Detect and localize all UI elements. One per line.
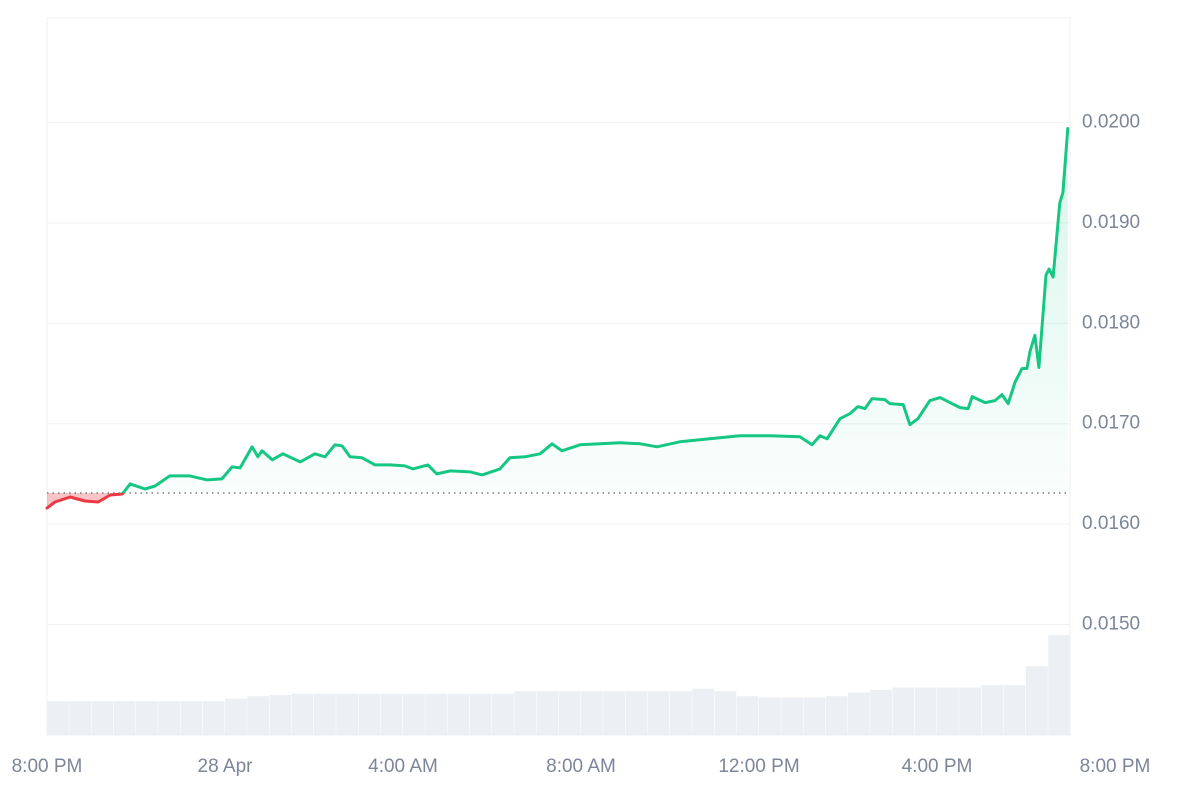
y-tick-label: 0.0180 [1082, 312, 1140, 333]
x-tick-label: 8:00 PM [1080, 756, 1151, 777]
plot-frame [46, 17, 1071, 736]
volume-bar [47, 701, 69, 735]
x-tick-label: 8:00 AM [546, 756, 616, 777]
volume-bar [692, 688, 714, 735]
x-tick-label: 4:00 PM [902, 756, 973, 777]
volume-bar [736, 696, 759, 735]
volume-bar [781, 697, 803, 735]
y-tick-label: 0.0160 [1082, 513, 1140, 534]
volume-bar [291, 693, 314, 735]
volume-bar [603, 691, 625, 735]
volume-bar [581, 691, 603, 735]
volume-bar [202, 701, 225, 735]
volume-bar [536, 691, 559, 735]
volume-bar [403, 693, 425, 735]
volume-bar [714, 691, 737, 735]
volume-bar [892, 687, 915, 735]
volume-bar [558, 691, 581, 735]
y-tick-label: 0.0200 [1082, 111, 1140, 132]
volume-bar [180, 701, 203, 735]
volume-bar [914, 687, 937, 735]
volume-bar [225, 698, 247, 735]
volume-bar [469, 693, 492, 735]
volume-bar [825, 696, 848, 735]
volume-bar [314, 693, 336, 735]
volume-bar [425, 693, 447, 735]
volume-bar [870, 690, 892, 735]
volume-bar [1048, 635, 1070, 735]
volume-bar [113, 701, 136, 735]
volume-bar [937, 687, 959, 735]
volume-bar [91, 701, 114, 735]
x-tick-label: 4:00 AM [368, 756, 438, 777]
volume-bar [69, 701, 91, 735]
y-tick-label: 0.0170 [1082, 413, 1140, 434]
volume-bar [514, 691, 536, 735]
volume-bar [158, 701, 180, 735]
volume-bar [759, 697, 781, 735]
volume-bar [981, 685, 1004, 735]
volume-bar [247, 696, 269, 735]
volume-bar [848, 692, 870, 735]
y-tick-label: 0.0190 [1082, 212, 1140, 233]
volume-bar [136, 701, 158, 735]
volume-bar [647, 691, 670, 735]
price-line [45, 127, 1070, 510]
area-fill [47, 128, 1068, 509]
volume-bar [959, 687, 981, 735]
volume-bar [1026, 666, 1048, 735]
volume-bar [670, 691, 692, 735]
volume-bar [336, 693, 358, 735]
x-tick-label: 8:00 PM [12, 756, 83, 777]
volume-bar [492, 693, 514, 735]
volume-bar [625, 691, 648, 735]
volume-bar [447, 693, 470, 735]
volume-bar [380, 693, 403, 735]
volume-bar [1003, 685, 1026, 735]
x-tick-label: 28 Apr [198, 756, 254, 777]
volume-bar [269, 695, 292, 735]
volume-bar [358, 693, 381, 735]
x-tick-label: 12:00 PM [718, 756, 799, 777]
volume-bar [803, 697, 826, 735]
y-tick-label: 0.0150 [1082, 614, 1140, 635]
